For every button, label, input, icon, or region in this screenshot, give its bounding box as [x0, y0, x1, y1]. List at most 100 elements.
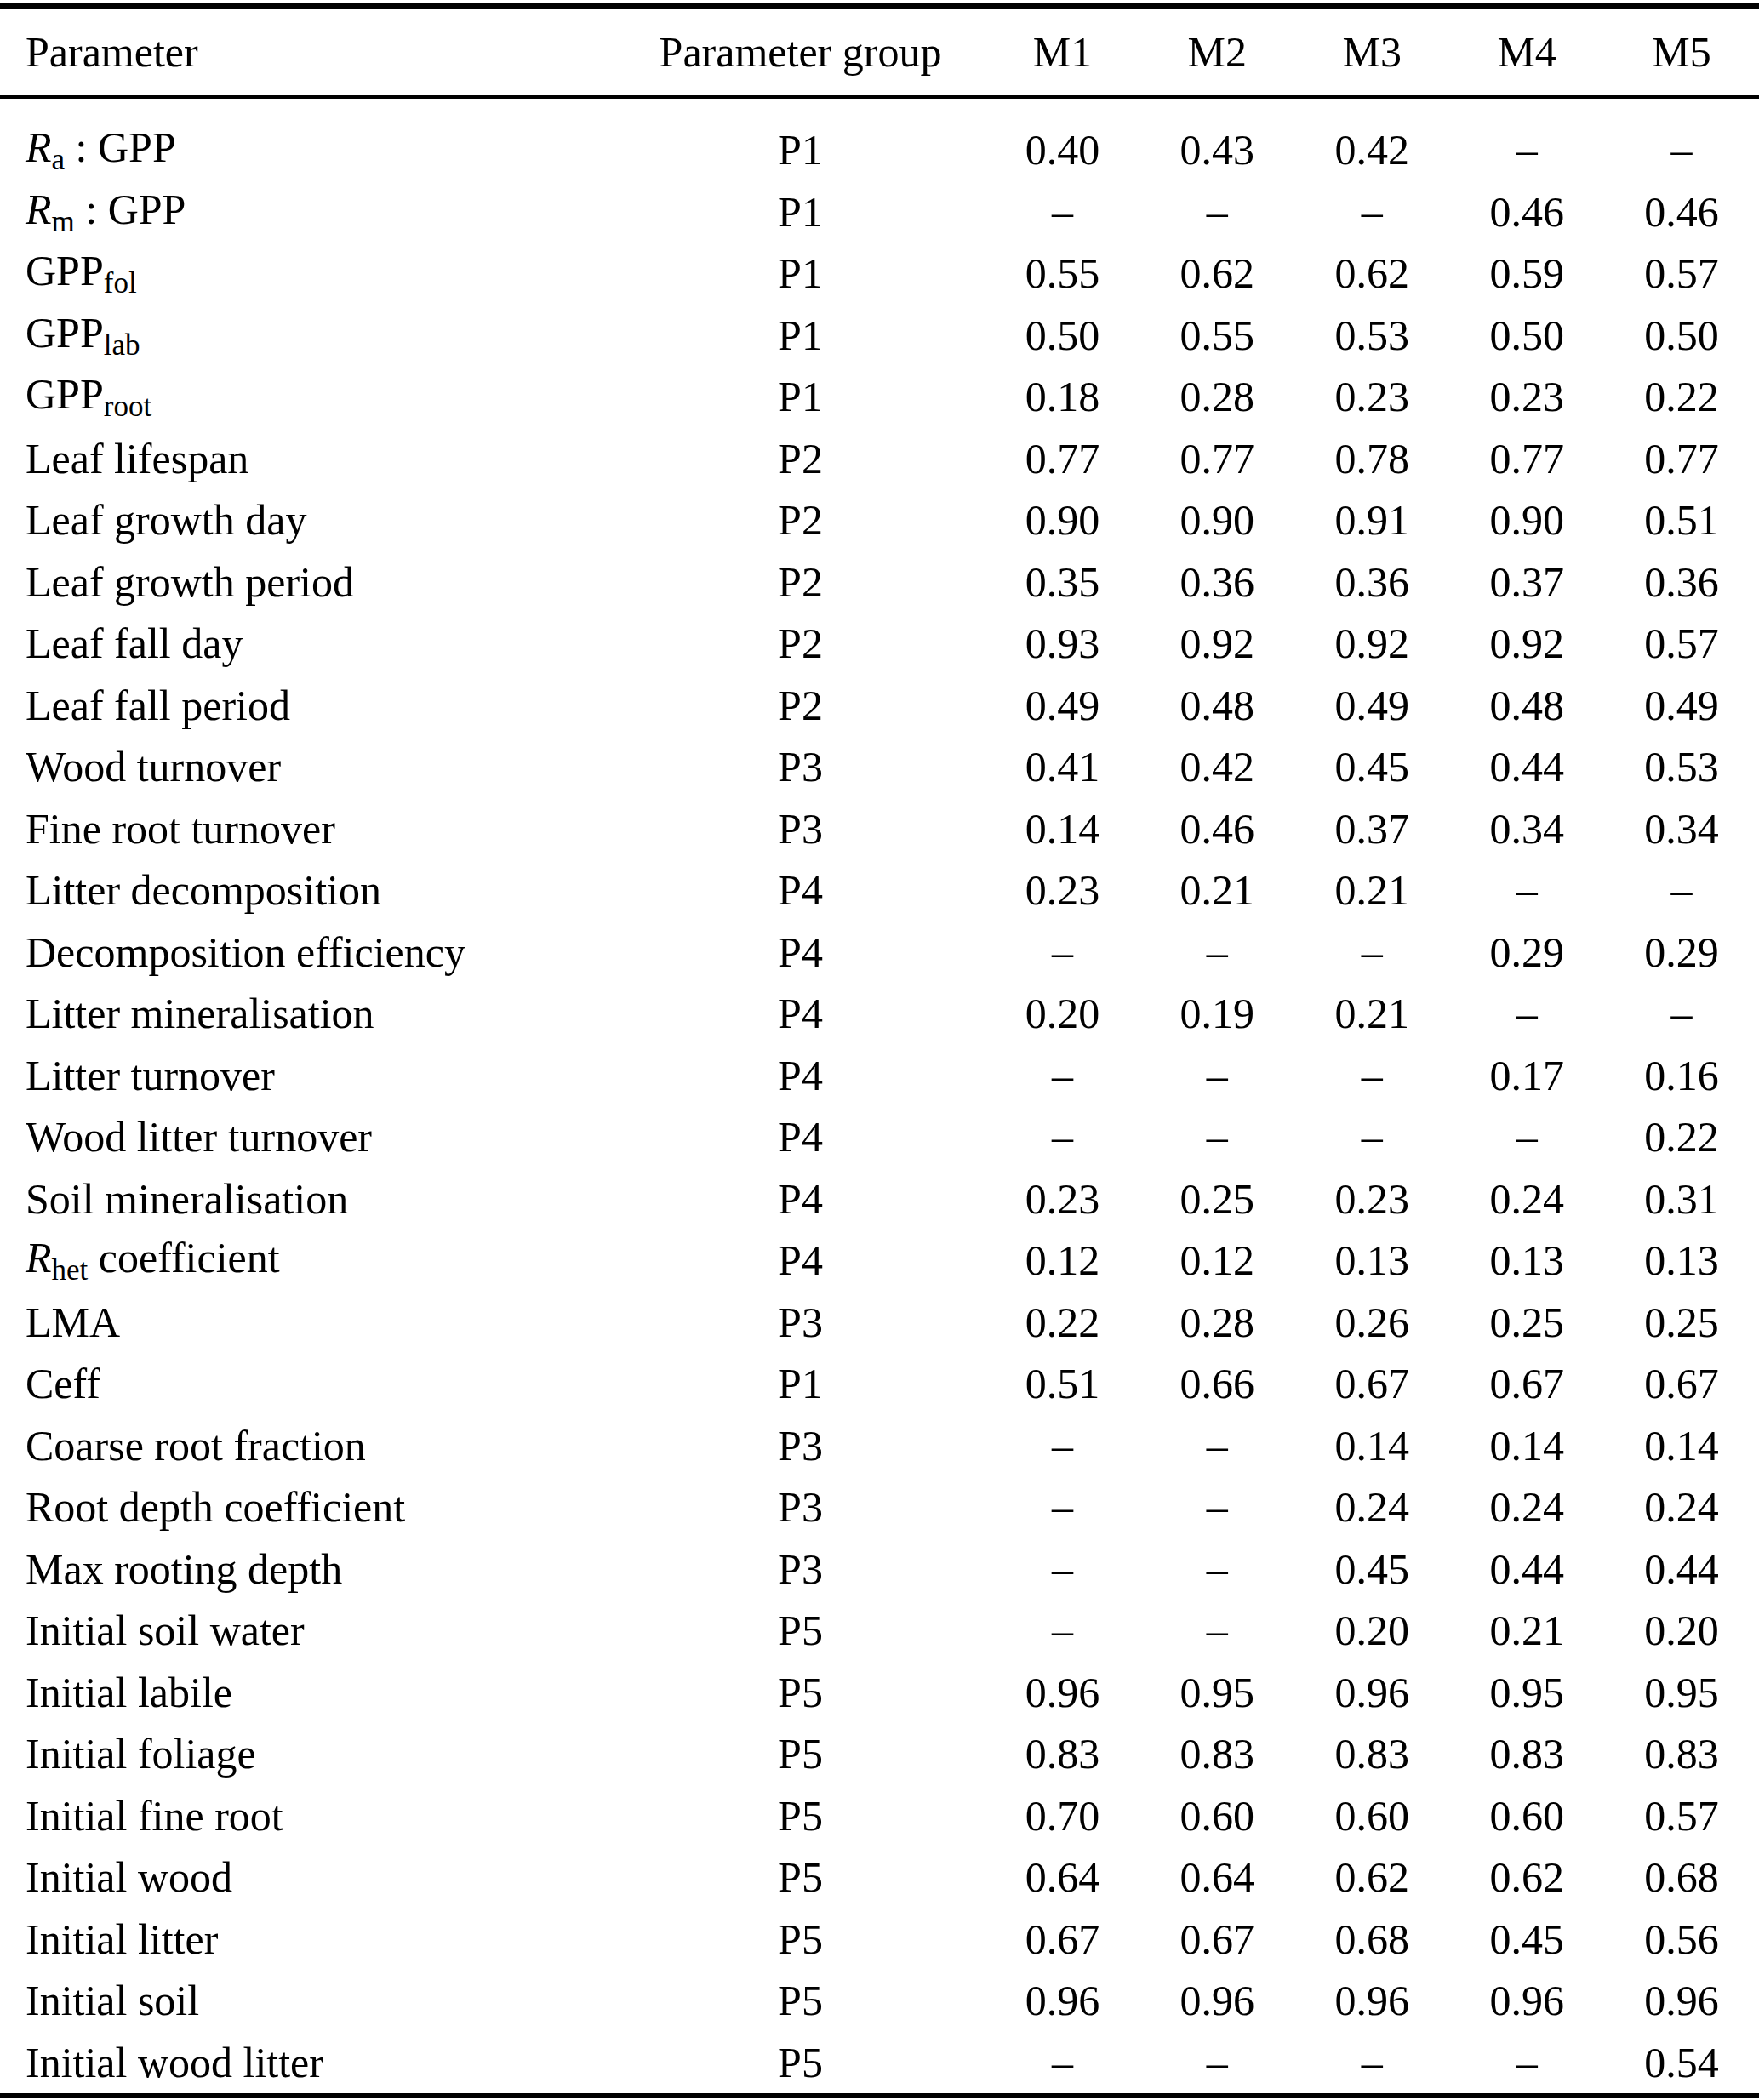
value-m2: 0.48 — [1139, 675, 1294, 737]
value-m4: 0.92 — [1449, 613, 1604, 675]
value-m4: 0.45 — [1449, 1909, 1604, 1971]
parameter-name: Initial wood litter — [0, 2032, 615, 2097]
parameter-group: P3 — [615, 1476, 985, 1538]
value-m5: 0.44 — [1604, 1538, 1759, 1601]
value-m3: 0.20 — [1294, 1600, 1449, 1662]
value-m1: 0.40 — [985, 97, 1140, 181]
value-m2: – — [1139, 1106, 1294, 1168]
table-row: Initial fine rootP50.700.600.600.600.57 — [0, 1785, 1759, 1847]
value-m2: 0.21 — [1139, 859, 1294, 922]
value-m4: 0.25 — [1449, 1292, 1604, 1354]
value-m2: 0.55 — [1139, 305, 1294, 367]
value-m5: 0.95 — [1604, 1662, 1759, 1724]
value-m1: – — [985, 1600, 1140, 1662]
table-row: Wood litter turnoverP4––––0.22 — [0, 1106, 1759, 1168]
value-m5: 0.22 — [1604, 1106, 1759, 1168]
value-m4: 0.17 — [1449, 1045, 1604, 1107]
parameter-name: Litter mineralisation — [0, 983, 615, 1045]
parameter-name: Initial foliage — [0, 1723, 615, 1785]
table-row: GPPlabP10.500.550.530.500.50 — [0, 305, 1759, 367]
value-m5: 0.13 — [1604, 1230, 1759, 1292]
table-body: Ra : GPPP10.400.430.42––Rm : GPPP1–––0.4… — [0, 97, 1759, 2096]
parameter-name: Rhet coefficient — [0, 1230, 615, 1292]
parameter-group: P4 — [615, 983, 985, 1045]
parameter-group: P1 — [615, 243, 985, 305]
value-m5: 0.16 — [1604, 1045, 1759, 1107]
parameter-name: Wood litter turnover — [0, 1106, 615, 1168]
value-m1: 0.77 — [985, 428, 1140, 490]
parameter-name: Decomposition efficiency — [0, 922, 615, 984]
value-m2: 0.25 — [1139, 1168, 1294, 1230]
value-m3: 0.96 — [1294, 1662, 1449, 1724]
value-m1: 0.49 — [985, 675, 1140, 737]
parameter-group: P4 — [615, 1230, 985, 1292]
parameter-name: Ceff — [0, 1353, 615, 1415]
value-m4: – — [1449, 2032, 1604, 2097]
parameter-name: Coarse root fraction — [0, 1415, 615, 1477]
value-m2: 0.92 — [1139, 613, 1294, 675]
parameter-group: P5 — [615, 1723, 985, 1785]
value-m2: 0.60 — [1139, 1785, 1294, 1847]
value-m3: – — [1294, 1045, 1449, 1107]
value-m5: 0.50 — [1604, 305, 1759, 367]
value-m1: 0.41 — [985, 736, 1140, 798]
parameter-name: Leaf growth period — [0, 551, 615, 613]
value-m2: 0.67 — [1139, 1909, 1294, 1971]
parameter-name: Litter turnover — [0, 1045, 615, 1107]
value-m5: 0.54 — [1604, 2032, 1759, 2097]
parameter-group: P4 — [615, 922, 985, 984]
value-m1: 0.70 — [985, 1785, 1140, 1847]
value-m3: 0.21 — [1294, 859, 1449, 922]
table-row: Initial soil waterP5––0.200.210.20 — [0, 1600, 1759, 1662]
table-row: Rhet coefficientP40.120.120.130.130.13 — [0, 1230, 1759, 1292]
value-m1: – — [985, 1106, 1140, 1168]
value-m1: – — [985, 922, 1140, 984]
parameter-name: Initial wood — [0, 1846, 615, 1909]
table-row: Leaf lifespanP20.770.770.780.770.77 — [0, 428, 1759, 490]
value-m3: 0.60 — [1294, 1785, 1449, 1847]
value-m3: 0.23 — [1294, 1168, 1449, 1230]
parameter-name: Initial fine root — [0, 1785, 615, 1847]
value-m1: 0.22 — [985, 1292, 1140, 1354]
header-row: Parameter Parameter group M1 M2 M3 M4 M5 — [0, 6, 1759, 97]
value-m3: – — [1294, 922, 1449, 984]
table-row: Decomposition efficiencyP4–––0.290.29 — [0, 922, 1759, 984]
parameter-group: P4 — [615, 1045, 985, 1107]
parameter-group: P5 — [615, 1846, 985, 1909]
value-m4: 0.44 — [1449, 736, 1604, 798]
value-m5: 0.53 — [1604, 736, 1759, 798]
parameter-group: P2 — [615, 428, 985, 490]
parameter-group: P3 — [615, 798, 985, 860]
value-m1: – — [985, 1415, 1140, 1477]
col-header-m5: M5 — [1604, 6, 1759, 97]
value-m1: 0.18 — [985, 366, 1140, 428]
value-m5: – — [1604, 983, 1759, 1045]
value-m5: 0.57 — [1604, 243, 1759, 305]
value-m2: – — [1139, 1415, 1294, 1477]
value-m1: 0.55 — [985, 243, 1140, 305]
parameter-table: Parameter Parameter group M1 M2 M3 M4 M5… — [0, 3, 1759, 2098]
value-m2: 0.96 — [1139, 1970, 1294, 2032]
table-row: Max rooting depthP3––0.450.440.44 — [0, 1538, 1759, 1601]
parameter-name: Max rooting depth — [0, 1538, 615, 1601]
parameter-group: P2 — [615, 489, 985, 551]
table-row: LMAP30.220.280.260.250.25 — [0, 1292, 1759, 1354]
value-m5: 0.22 — [1604, 366, 1759, 428]
value-m4: 0.96 — [1449, 1970, 1604, 2032]
value-m3: 0.42 — [1294, 97, 1449, 181]
value-m2: 0.28 — [1139, 366, 1294, 428]
value-m5: 0.67 — [1604, 1353, 1759, 1415]
value-m5: 0.25 — [1604, 1292, 1759, 1354]
value-m1: 0.23 — [985, 1168, 1140, 1230]
value-m3: 0.45 — [1294, 736, 1449, 798]
table-row: Wood turnoverP30.410.420.450.440.53 — [0, 736, 1759, 798]
value-m2: – — [1139, 1538, 1294, 1601]
value-m3: 0.24 — [1294, 1476, 1449, 1538]
value-m3: 0.21 — [1294, 983, 1449, 1045]
parameter-name: Leaf growth day — [0, 489, 615, 551]
parameter-name: Leaf fall period — [0, 675, 615, 737]
table-row: Leaf fall dayP20.930.920.920.920.57 — [0, 613, 1759, 675]
value-m5: 0.29 — [1604, 922, 1759, 984]
value-m3: 0.45 — [1294, 1538, 1449, 1601]
value-m3: 0.91 — [1294, 489, 1449, 551]
